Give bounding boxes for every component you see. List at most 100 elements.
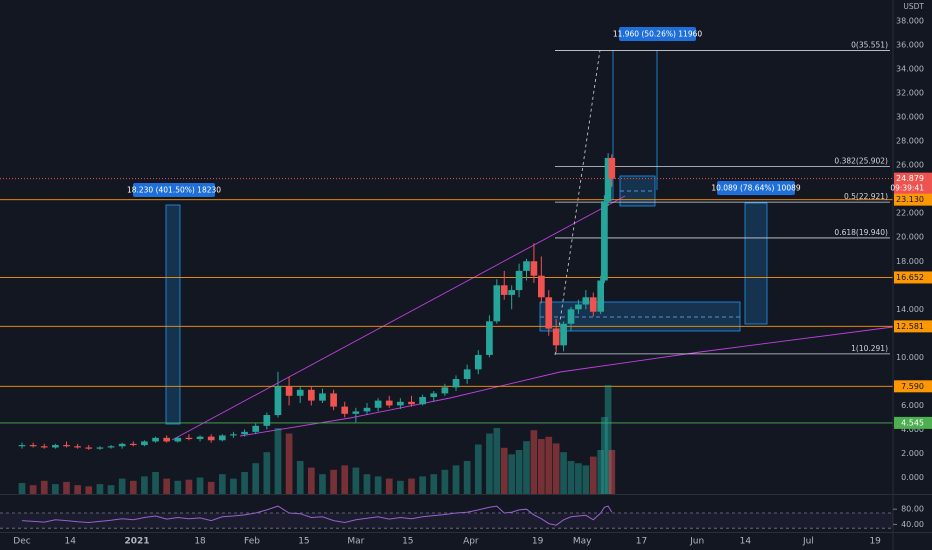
measure-label: 10.089 (78.64%) 10089 [711, 184, 801, 193]
volume-bar [230, 478, 237, 494]
levels [0, 50, 893, 424]
candle-body [408, 401, 415, 405]
candle-body [341, 406, 349, 414]
volume-bar [152, 472, 159, 494]
candle-body [537, 275, 545, 298]
volume-bar [567, 461, 575, 494]
y-tick-label: 18.000 [896, 257, 924, 266]
candle-body [308, 389, 315, 401]
candle-body [430, 393, 438, 398]
x-tick-label: 15 [402, 537, 413, 547]
volume-bar [341, 465, 349, 494]
measure-label-bg [717, 181, 795, 195]
volume-bar [330, 469, 337, 494]
y-tick-label: 34.000 [896, 65, 924, 74]
volume-bar [537, 439, 545, 494]
price-tag-label: 4.545 [901, 418, 924, 427]
fib-label: 0(35.551) [851, 40, 888, 49]
volume-bar [252, 463, 260, 494]
candle-body [29, 445, 37, 447]
y-tick-label: 36.000 [896, 41, 924, 50]
measure-label: 11.960 (50.26%) 11960 [613, 30, 703, 39]
rsi-tick-label: 80.00 [901, 505, 924, 514]
volume-bar [118, 478, 126, 494]
candle-body [363, 407, 371, 412]
candle-body [18, 445, 26, 447]
y-tick-label: 32.000 [896, 89, 924, 98]
volume-bar [560, 452, 567, 494]
candles [18, 153, 616, 450]
x-tick-label: Dec [13, 537, 30, 547]
candle-body [129, 443, 137, 446]
candle-body [523, 261, 530, 271]
measure-label-bg [133, 183, 215, 197]
currency: USDT [903, 2, 924, 11]
volume-bar [141, 476, 148, 494]
volume [18, 385, 616, 494]
volume-bar [74, 485, 81, 494]
candle-body [508, 290, 515, 295]
measure-label-bg [619, 27, 696, 41]
candle-body [500, 285, 508, 295]
price-tag-label: 16.652 [896, 273, 924, 282]
candle-body [545, 297, 553, 329]
rsi-tick-label: 40.00 [901, 520, 924, 529]
x-tick-label: 18 [194, 537, 206, 547]
volume-bar [601, 417, 608, 494]
candle-body [530, 261, 538, 276]
volume-bar [263, 452, 271, 494]
volume-bar [608, 450, 616, 494]
price-tag [894, 320, 932, 333]
candle-body [196, 436, 204, 440]
candle-body [597, 280, 605, 312]
candle-body [604, 157, 612, 202]
volume-bar [552, 443, 560, 494]
volume-bar [419, 476, 426, 494]
candle-body [474, 354, 482, 370]
y-tick-label: 14.000 [896, 305, 924, 314]
candle-body [152, 437, 159, 442]
volume-bar [207, 481, 215, 494]
y-tick-label: 4.000 [901, 425, 924, 434]
volume-bar [85, 486, 93, 494]
volume-bar [385, 478, 393, 494]
x-tick-label: 17 [636, 537, 647, 547]
candle-body [230, 434, 237, 436]
volume-bar [63, 481, 70, 494]
candle-body [608, 157, 616, 179]
volume-bar [500, 447, 508, 494]
volume-bar [508, 454, 515, 494]
price-tag-label: 24.879 [896, 174, 924, 183]
volume-bar [274, 428, 282, 494]
volume-bar [582, 465, 590, 494]
candle-body [185, 437, 193, 440]
price-tag [894, 380, 932, 393]
candle-body [560, 323, 567, 346]
volume-bar [352, 467, 360, 494]
volume-bar [530, 430, 538, 494]
candle-body [174, 437, 182, 442]
fib-label: 1(10.291) [851, 344, 888, 353]
y-tick-label: 26.000 [896, 161, 924, 170]
volume-bar [430, 474, 438, 494]
candle-body [385, 400, 393, 406]
x-tick-label: 14 [740, 537, 752, 547]
price-tag-label: 12.581 [896, 322, 924, 331]
candle-body [207, 436, 215, 441]
y-tick-label: 0.000 [901, 473, 924, 482]
candle-body [397, 401, 404, 406]
candle-body [567, 309, 575, 324]
rsi-line [21, 505, 613, 526]
candle-body [241, 431, 248, 435]
candle-body [582, 297, 590, 305]
candle-body [40, 446, 48, 448]
candle-body [374, 400, 382, 408]
volume-bar [52, 484, 59, 494]
candle-body [463, 369, 471, 379]
volume-bar [545, 436, 553, 494]
volume-bar [218, 474, 226, 494]
trend-line [171, 195, 626, 441]
volume-bar [597, 450, 605, 494]
volume-bar [18, 483, 26, 494]
